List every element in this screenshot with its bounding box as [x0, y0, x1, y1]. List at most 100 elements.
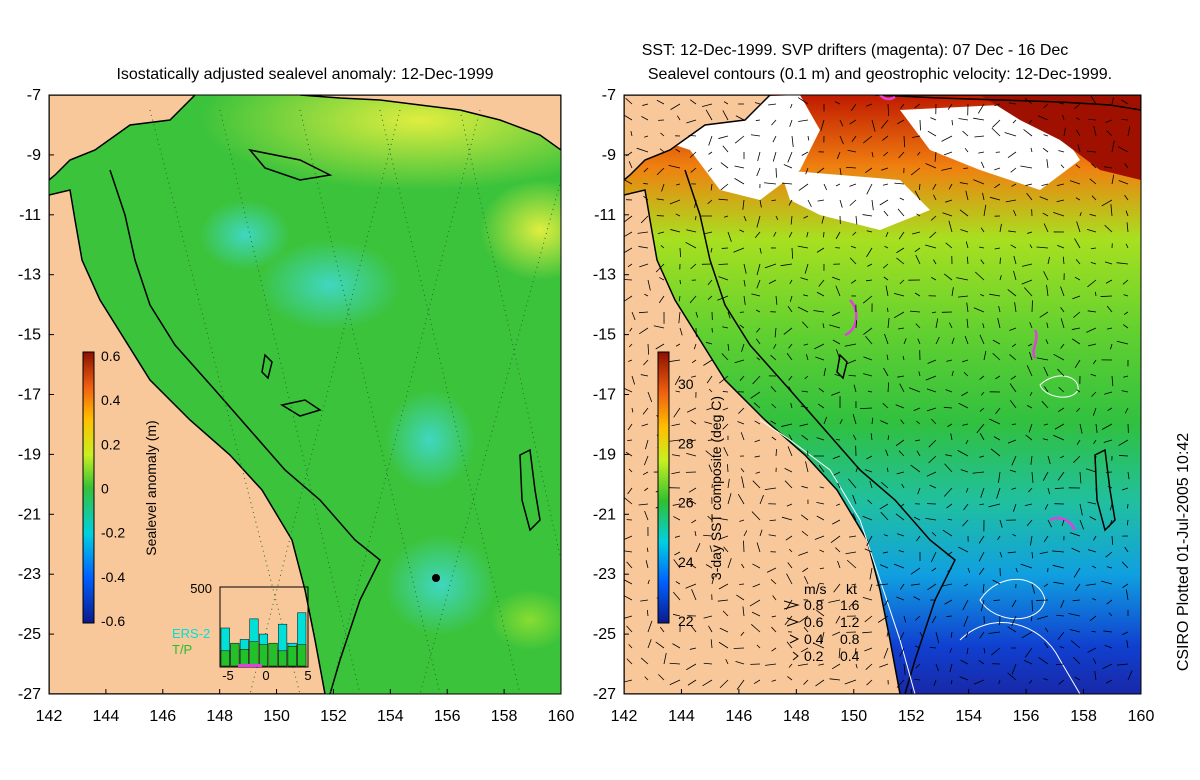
velocity-vector — [1054, 423, 1065, 430]
velocity-vector — [934, 151, 937, 162]
velocity-vector — [786, 353, 793, 361]
velocity-vector — [628, 161, 633, 169]
velocity-vector — [1126, 222, 1129, 233]
velocity-vector — [1058, 150, 1065, 153]
velocity-vector — [769, 519, 777, 522]
velocity-vector — [1093, 439, 1097, 445]
velocity-vector — [951, 119, 953, 126]
velocity-vector — [640, 374, 649, 377]
velocity-vector — [1043, 583, 1049, 588]
velocity-vector — [993, 599, 1001, 601]
right-xtick-3: 148 — [783, 708, 810, 725]
right-ytick-7: -21 — [593, 506, 616, 523]
velocity-vector — [770, 354, 777, 361]
velocity-vector — [887, 382, 890, 393]
velocity-vector — [854, 647, 857, 655]
velocity-vector — [740, 631, 745, 636]
velocity-vector — [929, 646, 937, 649]
velocity-vector — [819, 582, 825, 585]
sealevel-colorbar-tick-2: 0.2 — [101, 436, 121, 452]
velocity-vector — [711, 576, 715, 585]
velocity-vector — [743, 279, 746, 287]
velocity-vector — [895, 404, 905, 409]
velocity-vector — [1093, 125, 1097, 137]
velocity-vector — [764, 182, 777, 185]
velocity-vector — [1091, 630, 1097, 633]
velocity-vector — [751, 511, 761, 521]
velocity-vector — [916, 213, 921, 217]
velocity-vector — [884, 599, 889, 606]
velocity-vector — [945, 389, 953, 393]
velocity-vector — [695, 311, 699, 318]
velocity-vector — [1109, 503, 1113, 511]
velocity-vector — [775, 449, 777, 457]
velocity-vector — [759, 247, 762, 254]
velocity-vector — [1107, 407, 1113, 411]
velocity-vector — [876, 583, 889, 586]
velocity-vector — [1028, 119, 1033, 124]
velocity-vector — [1036, 357, 1049, 361]
velocity-vector — [788, 375, 793, 381]
velocity-vector — [660, 245, 665, 249]
right-ytick-0: -7 — [602, 87, 616, 104]
velocity-vector — [789, 279, 793, 284]
velocity-vector — [994, 183, 1001, 189]
velocity-vector — [770, 386, 777, 393]
velocity-vector — [882, 551, 889, 554]
velocity-vector — [893, 311, 905, 319]
velocity-vector — [983, 350, 987, 361]
velocity-vector — [818, 279, 825, 287]
velocity-vector — [931, 277, 937, 281]
velocity-vector — [879, 199, 889, 206]
velocity-vector — [788, 231, 793, 238]
velocity-vector — [814, 343, 825, 350]
velocity-vector — [849, 183, 857, 187]
velocity-vector — [1042, 212, 1049, 217]
velocity-vector — [1059, 102, 1065, 105]
velocity-vector — [784, 615, 793, 626]
velocity-vector — [754, 439, 761, 443]
velocity-vector — [883, 647, 889, 659]
velocity-vector — [1023, 659, 1033, 665]
velocity-vector — [958, 402, 969, 409]
velocity-vector — [787, 446, 793, 457]
velocity-vector — [721, 353, 729, 361]
velocity-vector — [815, 679, 825, 687]
velocity-vector — [903, 663, 906, 675]
sealevel-colorbar-tick-1: 0.4 — [101, 392, 121, 408]
velocity-vector — [925, 244, 937, 249]
velocity-vector — [1127, 471, 1130, 480]
velocity-vector — [895, 513, 905, 521]
velocity-vector — [838, 647, 841, 659]
velocity-vector — [719, 375, 729, 384]
velocity-vector — [1103, 166, 1113, 169]
land-png-east — [299, 95, 561, 151]
velocity-vector — [958, 295, 969, 298]
velocity-vector — [972, 471, 985, 474]
velocity-vector — [835, 615, 841, 624]
land-australia-r — [624, 189, 901, 694]
velocity-vector — [673, 591, 681, 601]
velocity-vector — [836, 151, 841, 159]
velocity-vector — [979, 334, 985, 345]
velocity-vector — [1111, 174, 1115, 185]
velocity-vector — [917, 151, 921, 156]
velocity-vector — [1089, 516, 1097, 521]
vector-legend-arrow-1 — [786, 617, 800, 627]
velocity-vector — [1043, 103, 1049, 109]
velocity-vector — [866, 679, 873, 686]
velocity-vector — [1090, 96, 1097, 105]
velocity-vector — [803, 294, 809, 297]
velocity-vector — [817, 167, 825, 174]
velocity-vector — [1123, 294, 1129, 297]
velocity-vector — [1121, 119, 1129, 121]
left-ytick-1: -9 — [27, 147, 41, 164]
velocity-vector — [853, 434, 857, 441]
velocity-vector — [818, 387, 825, 393]
velocity-vector — [670, 103, 681, 110]
velocity-vector — [965, 487, 969, 493]
velocity-vector — [722, 407, 729, 411]
velocity-vector — [1029, 322, 1033, 329]
velocity-vector — [1043, 535, 1049, 543]
velocity-vector — [832, 519, 841, 525]
